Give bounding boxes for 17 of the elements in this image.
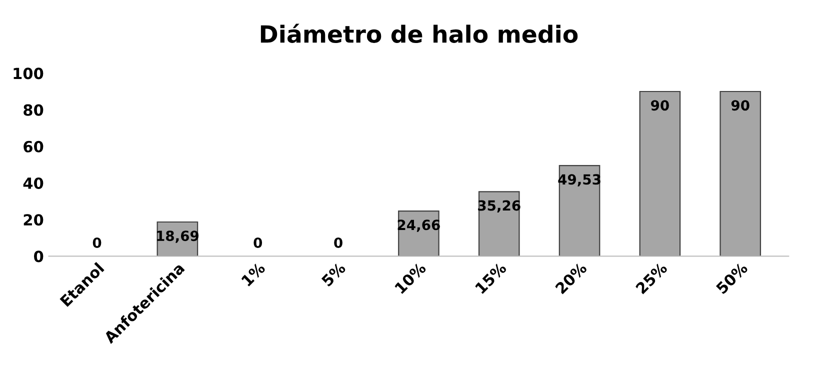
data-label: 90 (731, 100, 750, 111)
data-label: 0 (334, 237, 342, 248)
y-tick-label: 100 (14, 68, 44, 80)
bar (639, 90, 681, 256)
data-label: 90 (651, 100, 669, 111)
data-label: 0 (254, 237, 262, 248)
y-tick-label: 0 (34, 250, 44, 262)
bar (558, 165, 600, 256)
y-tick-label: 40 (23, 177, 44, 190)
chart-title: Diámetro de halo medio (260, 24, 578, 43)
y-tick-label: 80 (24, 104, 44, 116)
data-label: 0 (92, 237, 102, 248)
y-tick-label: 60 (24, 140, 44, 152)
x-tick-label: 5% (320, 262, 346, 287)
bar (720, 90, 762, 256)
y-tick-label: 20 (24, 214, 44, 226)
x-tick-label: 1% (240, 262, 266, 287)
